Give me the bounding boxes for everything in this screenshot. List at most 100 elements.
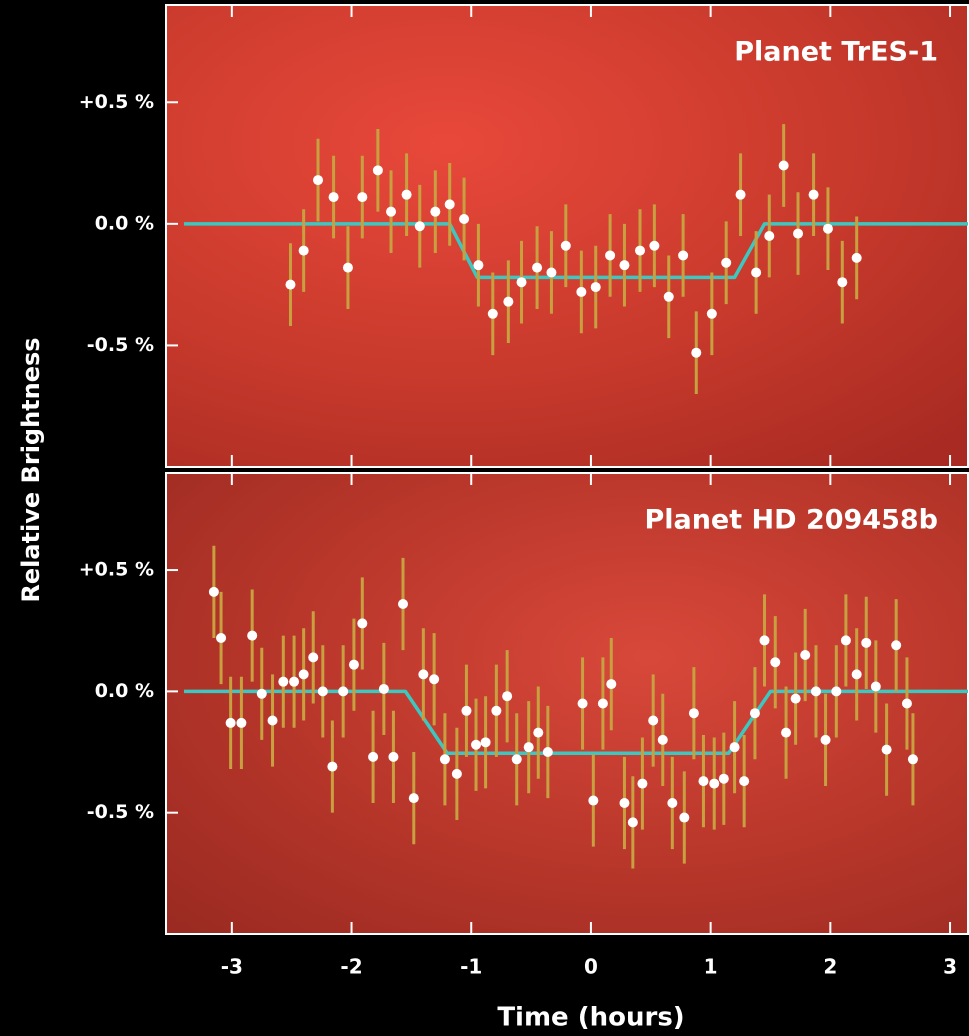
data-point bbox=[837, 277, 848, 288]
data-point bbox=[778, 160, 789, 171]
data-point bbox=[546, 267, 557, 278]
data-point bbox=[800, 649, 811, 660]
x-tick-label: 1 bbox=[704, 955, 718, 979]
data-point bbox=[577, 698, 588, 709]
data-point bbox=[688, 708, 699, 719]
data-point bbox=[851, 252, 862, 263]
data-point bbox=[718, 773, 729, 784]
data-point bbox=[729, 742, 740, 753]
data-point bbox=[781, 727, 792, 738]
data-point bbox=[576, 286, 587, 297]
data-point bbox=[606, 679, 617, 690]
data-point bbox=[401, 189, 412, 200]
data-point bbox=[678, 250, 689, 261]
data-point bbox=[735, 189, 746, 200]
data-point bbox=[348, 659, 359, 670]
y-axis-label: Relative Brightness bbox=[17, 337, 45, 602]
y-tick-label: +0.5 % bbox=[79, 559, 154, 581]
data-point bbox=[590, 282, 601, 293]
data-point bbox=[285, 279, 296, 290]
data-point bbox=[487, 308, 498, 319]
data-point bbox=[793, 228, 804, 239]
data-point bbox=[388, 751, 399, 762]
data-point bbox=[429, 674, 440, 685]
data-point bbox=[597, 698, 608, 709]
data-point bbox=[328, 192, 339, 203]
model-curve bbox=[183, 689, 968, 755]
data-point bbox=[706, 308, 717, 319]
data-point bbox=[208, 586, 219, 597]
data-point bbox=[532, 262, 543, 273]
data-point bbox=[759, 635, 770, 646]
data-point bbox=[560, 240, 571, 251]
data-point bbox=[891, 640, 902, 651]
data-point bbox=[298, 245, 309, 256]
data-point bbox=[418, 669, 429, 680]
data-point bbox=[256, 688, 267, 699]
data-point bbox=[663, 291, 674, 302]
data-point bbox=[430, 206, 441, 217]
x-tick-label: 3 bbox=[943, 955, 957, 979]
data-point bbox=[751, 267, 762, 278]
data-point bbox=[870, 681, 881, 692]
data-point bbox=[451, 768, 462, 779]
x-tick-label: -2 bbox=[340, 955, 362, 979]
data-point bbox=[523, 742, 534, 753]
x-tick-label: 2 bbox=[823, 955, 837, 979]
data-point bbox=[398, 599, 409, 610]
data-point bbox=[822, 223, 833, 234]
data-point bbox=[289, 676, 300, 687]
data-point bbox=[721, 257, 732, 268]
y-tick-label: -0.5 % bbox=[87, 334, 154, 356]
data-point bbox=[627, 817, 638, 828]
data-point bbox=[648, 715, 659, 726]
x-tick-label: -3 bbox=[221, 955, 243, 979]
data-point bbox=[679, 812, 690, 823]
data-point bbox=[810, 686, 821, 697]
data-point bbox=[327, 761, 338, 772]
plot-frame bbox=[165, 472, 969, 935]
data-point bbox=[511, 754, 522, 765]
data-point bbox=[749, 708, 760, 719]
panel-title: Planet HD 209458b bbox=[644, 505, 938, 536]
data-point bbox=[605, 250, 616, 261]
data-point bbox=[649, 240, 660, 251]
data-point bbox=[386, 206, 397, 217]
data-point bbox=[471, 739, 482, 750]
data-point bbox=[267, 715, 278, 726]
data-point bbox=[473, 260, 484, 271]
x-tick-label: -1 bbox=[460, 955, 482, 979]
data-point bbox=[635, 245, 646, 256]
data-point bbox=[313, 175, 324, 186]
data-point bbox=[308, 652, 319, 663]
data-point bbox=[444, 199, 455, 210]
data-point bbox=[861, 637, 872, 648]
data-point bbox=[588, 795, 599, 806]
data-point bbox=[691, 347, 702, 358]
plot-background bbox=[166, 473, 968, 934]
plot-frame bbox=[165, 4, 969, 468]
data-point bbox=[461, 705, 472, 716]
data-point bbox=[820, 734, 831, 745]
data-point bbox=[342, 262, 353, 273]
x-axis-label: Time (hours) bbox=[497, 1003, 684, 1033]
data-point bbox=[901, 698, 912, 709]
data-point bbox=[459, 213, 470, 224]
data-point bbox=[907, 754, 918, 765]
data-point bbox=[881, 744, 892, 755]
data-point bbox=[378, 683, 389, 694]
data-point bbox=[808, 189, 819, 200]
data-point bbox=[491, 705, 502, 716]
data-point bbox=[236, 717, 247, 728]
y-tick-label: +0.5 % bbox=[79, 91, 154, 113]
data-point bbox=[317, 686, 328, 697]
y-tick-label: 0.0 % bbox=[95, 680, 154, 702]
data-point bbox=[709, 778, 720, 789]
data-point bbox=[533, 727, 544, 738]
data-point bbox=[298, 669, 309, 680]
data-point bbox=[503, 296, 514, 307]
x-tick-label: 0 bbox=[584, 955, 598, 979]
data-point bbox=[357, 618, 368, 629]
data-point bbox=[414, 221, 425, 232]
